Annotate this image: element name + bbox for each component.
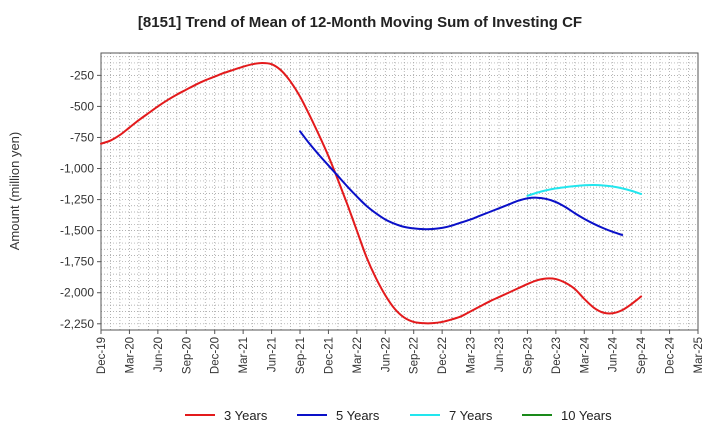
plot-area (100, 52, 699, 331)
x-tick-label: Dec-20 (210, 337, 222, 374)
gridlines (101, 53, 698, 330)
x-tick-label: Sep-20 (181, 337, 193, 374)
x-tick-label: Mar-22 (352, 337, 364, 373)
legend-label-7-years: 7 Years (449, 408, 493, 423)
chart-title: [8151] Trend of Mean of 12-Month Moving … (137, 14, 583, 31)
legend-label-5-years: 5 Years (336, 408, 380, 423)
legend-label-10-years: 10 Years (561, 408, 612, 423)
x-tick-label: Dec-21 (323, 337, 335, 374)
series-line-7-years (526, 184, 643, 197)
x-tick-label: Sep-24 (636, 336, 648, 374)
y-tick-label: -2,000 (60, 286, 94, 300)
legend-label-3-years: 3 Years (224, 408, 268, 423)
x-tick-label: Dec-19 (96, 337, 108, 374)
series-line-3-years (100, 61, 643, 325)
y-tick-label: -750 (70, 130, 94, 144)
series-lines (100, 61, 643, 325)
y-axis-title: Amount (million yen) (7, 132, 22, 251)
x-tick-label: Dec-22 (437, 337, 449, 374)
x-tick-label: Mar-20 (124, 337, 136, 373)
x-tick-label: Mar-25 (693, 337, 705, 373)
y-tick-label: -1,500 (60, 224, 94, 238)
x-tick-label: Mar-24 (579, 336, 591, 373)
x-axis: Dec-19 Mar-20 Jun-20 Sep-20 Dec-20 Mar-21 Jun-… (96, 330, 705, 374)
x-tick-label: Sep-22 (409, 337, 421, 374)
y-tick-label: -500 (70, 99, 94, 113)
y-tick-label: -1,000 (60, 162, 94, 176)
y-tick-label: -2,250 (60, 317, 94, 331)
x-tick-label: Sep-23 (522, 337, 534, 374)
series-line-5-years (299, 130, 624, 236)
y-tick-label: -250 (70, 68, 94, 82)
x-tick-label: Dec-24 (665, 336, 677, 374)
y-tick-label: -1,250 (60, 193, 94, 207)
x-tick-label: Dec-23 (551, 337, 563, 374)
x-tick-label: Jun-23 (494, 337, 506, 372)
x-tick-label: Jun-22 (380, 337, 392, 372)
x-tick-label: Mar-21 (238, 337, 250, 373)
legend: 3 Years 5 Years 7 Years 10 Years (185, 408, 612, 423)
x-tick-label: Jun-21 (267, 337, 279, 372)
y-tick-label: -1,750 (60, 255, 94, 269)
x-tick-label: Jun-24 (608, 336, 620, 372)
x-tick-label: Sep-21 (295, 337, 307, 374)
y-axis: -250 -500 -750 -1,000 -1,250 -1,500 -1,750 -2,0… (60, 68, 101, 331)
x-tick-label: Jun-20 (153, 337, 165, 372)
x-tick-label: Mar-23 (466, 337, 478, 373)
